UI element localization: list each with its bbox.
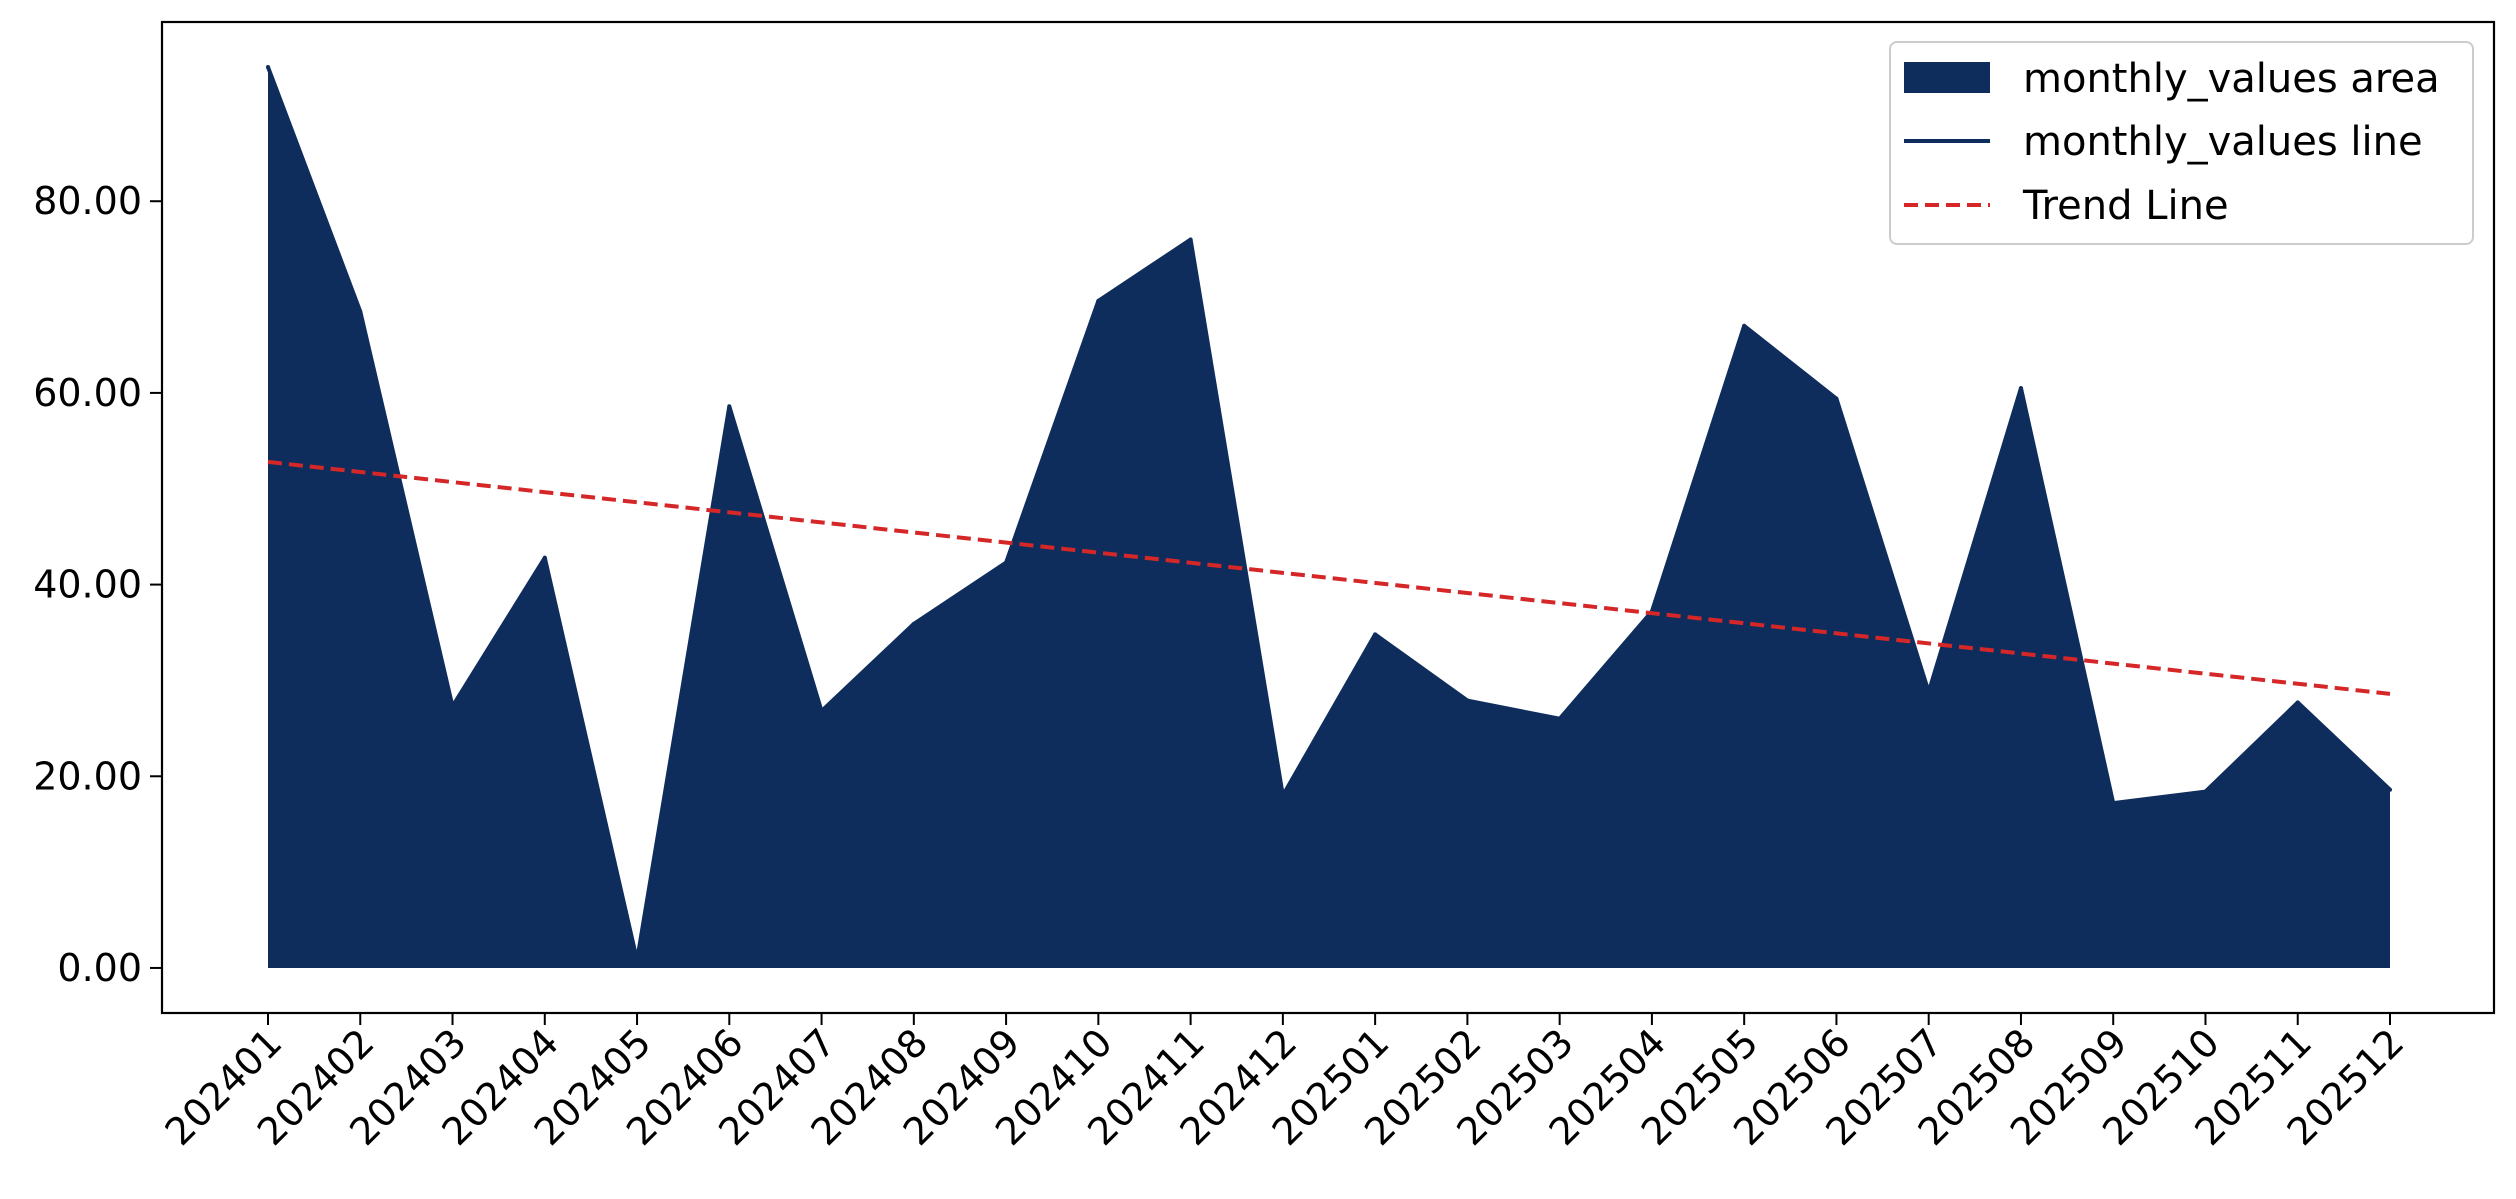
data-point-202506: [1834, 396, 1839, 401]
data-point-202501: [1373, 632, 1378, 637]
data-point-202511: [2295, 700, 2300, 705]
data-point-202412: [1280, 793, 1285, 798]
y-tick-label: 80.00: [33, 179, 142, 223]
monthly-values-line: [266, 66, 2392, 963]
legend-box: [1889, 41, 2474, 245]
data-point-202509: [2111, 801, 2116, 806]
data-point-202409: [1004, 560, 1009, 565]
data-point-202407: [819, 709, 824, 714]
data-point-202408: [911, 621, 916, 626]
data-point-202510: [2203, 789, 2208, 794]
legend-label: monthly_values area: [2023, 56, 2440, 102]
data-point-202405: [635, 958, 640, 963]
data-point-202512: [2388, 787, 2392, 792]
data-point-202507: [1926, 689, 1931, 694]
data-point-202411: [1188, 237, 1193, 242]
y-tick-label: 60.00: [33, 371, 142, 415]
data-point-202404: [542, 555, 547, 560]
data-point-202508: [2018, 386, 2023, 391]
legend-label: monthly_values line: [2023, 119, 2423, 165]
data-point-202401: [266, 65, 270, 70]
data-point-202402: [358, 309, 363, 314]
plot-frame: [160, 20, 2496, 1015]
y-tick-label: 40.00: [33, 563, 142, 607]
data-point-202503: [1557, 716, 1562, 721]
data-point-202505: [1742, 323, 1747, 328]
legend: monthly_values area monthly_values line Tr…: [1889, 41, 2474, 245]
legend-label: Trend Line: [2022, 183, 2229, 229]
y-tick-label: 0.00: [57, 946, 142, 990]
data-point-202406: [727, 404, 732, 409]
y-tick-label: 20.00: [33, 754, 142, 798]
data-point-202502: [1465, 698, 1470, 703]
monthly-values-area: [268, 67, 2390, 968]
data-point-202410: [1096, 298, 1101, 303]
data-point-202403: [450, 704, 455, 709]
legend-swatch-area: [1904, 62, 1990, 93]
